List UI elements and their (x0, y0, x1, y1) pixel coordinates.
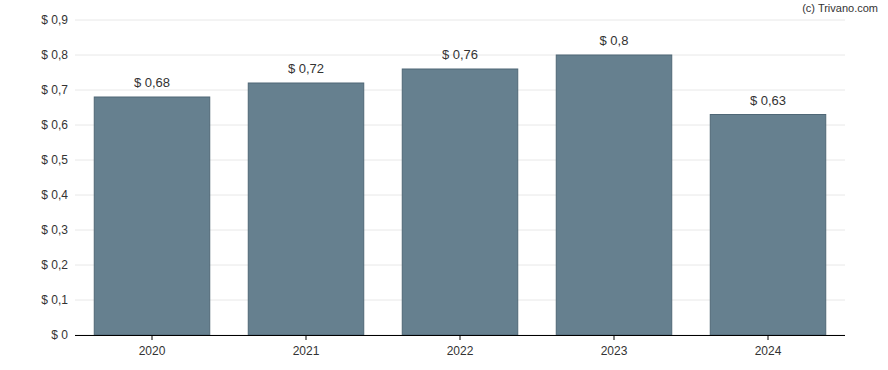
bar (710, 115, 826, 336)
y-tick-label: $ 0,9 (41, 13, 68, 27)
y-tick-label: $ 0 (51, 328, 68, 342)
x-tick-label: 2020 (139, 344, 166, 358)
y-tick-label: $ 0,5 (41, 153, 68, 167)
y-tick-label: $ 0,4 (41, 188, 68, 202)
y-tick-label: $ 0,8 (41, 48, 68, 62)
bar (248, 83, 364, 335)
y-tick-label: $ 0,3 (41, 223, 68, 237)
x-tick (152, 335, 153, 340)
data-label: $ 0,63 (750, 93, 786, 108)
grid-line (75, 20, 845, 21)
x-tick (614, 335, 615, 340)
x-tick (460, 335, 461, 340)
bars (94, 55, 826, 335)
bar (402, 69, 518, 335)
data-label: $ 0,72 (288, 61, 324, 76)
data-label: $ 0,76 (442, 47, 478, 62)
y-tick-label: $ 0,2 (41, 258, 68, 272)
x-tick (306, 335, 307, 340)
chart: $ 0 $ 0,1 $ 0,2 $ 0,3 $ 0,4 $ 0,5 $ 0,6 $ 0,7 $ … (0, 0, 888, 370)
bar (94, 97, 210, 335)
data-label: $ 0,68 (134, 75, 170, 90)
annotation: (c) Trivano.com (802, 2, 878, 14)
y-tick-label: $ 0,1 (41, 293, 68, 307)
x-tick-label: 2021 (293, 344, 320, 358)
y-tick-label: $ 0,6 (41, 118, 68, 132)
x-tick-label: 2023 (601, 344, 628, 358)
page: {"chart_data": {"type": "bar", "annotati… (0, 0, 888, 370)
y-tick-label: $ 0,7 (41, 83, 68, 97)
background (0, 0, 888, 370)
x-tick (768, 335, 769, 340)
x-tick-label: 2024 (755, 344, 782, 358)
bar (556, 55, 672, 335)
grid (75, 20, 845, 335)
x-tick-label: 2022 (447, 344, 474, 358)
data-label: $ 0,8 (600, 33, 629, 48)
